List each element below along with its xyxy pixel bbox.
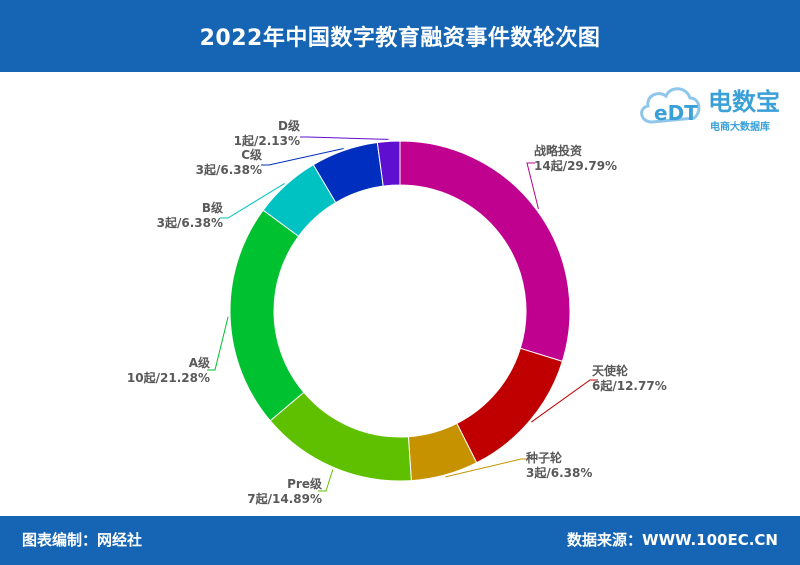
slice-A级 [229,209,305,422]
slice-value-label: 6起/12.77% [592,378,667,393]
chart-footer: 图表编制：网经社 数据来源：WWW.100EC.CN [0,516,800,565]
chart-header: 2022年中国数字教育融资事件数轮次图 [0,0,800,72]
slice-value-label: 3起/6.38% [526,465,592,480]
cloud-icon [640,87,701,124]
logo-tagline: 电商大数据库 [710,120,770,133]
logo-mark: eDT [654,101,698,125]
slice-value-label: 3起/6.38% [157,215,223,230]
slice-value-label: 3起/6.38% [196,162,262,177]
leader-line-D级 [300,136,389,140]
slice-value-label: 14起/29.79% [534,158,617,173]
edt-logo: eDT 电数宝 电商大数据库 [640,87,780,133]
slice-value-label: 7起/14.89% [247,491,322,506]
data-source: 数据来源：WWW.100EC.CN [567,531,778,549]
leader-line-Pre级 [318,469,334,492]
slice-name-label: B级 [202,200,223,215]
slice-name-label: Pre级 [287,476,322,491]
chart-title: 2022年中国数字教育融资事件数轮次图 [199,26,601,51]
leader-line-天使轮 [531,379,598,423]
slice-name-label: 天使轮 [592,363,629,378]
slice-战略投资 [399,140,571,362]
logo-name: 电数宝 [708,88,780,116]
slice-name-label: A级 [189,355,210,370]
leader-line-种子轮 [445,458,529,478]
leader-line-C级 [261,148,344,166]
slice-name-label: C级 [241,147,262,162]
leader-line-A级 [207,316,229,371]
slice-value-label: 10起/21.28% [127,370,210,385]
slice-name-label: 种子轮 [525,450,563,465]
slice-Pre级 [269,391,412,482]
chart-credit: 图表编制：网经社 [22,531,143,549]
leader-line-战略投资 [526,162,539,210]
donut-chart: 战略投资14起/29.79%天使轮6起/12.77%种子轮3起/6.38%Pre… [127,118,667,506]
slice-value-label: 1起/2.13% [234,133,300,148]
slice-D级 [376,140,401,187]
slice-name-label: D级 [278,118,300,133]
slice-name-label: 战略投资 [534,143,582,158]
slice-天使轮 [456,347,563,464]
leader-line-B级 [220,183,285,219]
